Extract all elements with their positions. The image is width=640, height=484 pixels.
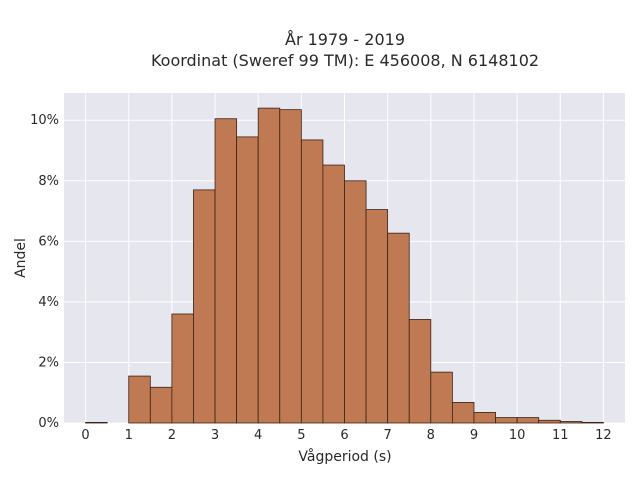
x-tick-label: 4 <box>254 428 262 443</box>
chart-title-line-2: Koordinat (Sweref 99 TM): E 456008, N 61… <box>151 51 539 70</box>
x-tick-label: 12 <box>595 428 612 443</box>
histogram-bar <box>473 412 496 424</box>
histogram-bar <box>365 209 389 424</box>
histogram-bar <box>149 386 173 424</box>
histogram-bar <box>193 189 216 424</box>
histogram-bar <box>495 417 518 424</box>
histogram-bar <box>451 402 475 424</box>
histogram-bar <box>236 136 259 424</box>
histogram-bar <box>430 371 453 424</box>
histogram-bar <box>538 419 561 424</box>
histogram-bar <box>257 107 281 424</box>
x-tick-label: 1 <box>125 428 133 443</box>
y-tick-label: 4% <box>38 295 59 310</box>
x-tick-label: 5 <box>297 428 305 443</box>
y-tick-label: 0% <box>38 416 59 431</box>
histogram-bar <box>581 421 604 424</box>
x-tick-label: 9 <box>470 428 478 443</box>
x-axis-label: Vågperiod (s) <box>298 448 391 465</box>
histogram-bar <box>300 139 324 424</box>
x-axis-ticks: 0 1 2 3 4 5 6 7 8 9 10 11 12 <box>81 428 611 443</box>
x-tick-label: 10 <box>509 428 526 443</box>
y-tick-label: 6% <box>38 234 59 249</box>
x-tick-label: 2 <box>168 428 176 443</box>
histogram-bar <box>516 417 540 424</box>
y-axis-ticks: 0% 2% 4% 6% 8% 10% <box>30 113 59 431</box>
y-tick-label: 2% <box>38 355 59 370</box>
histogram-bar <box>387 232 410 424</box>
histogram-bar <box>171 313 194 424</box>
x-tick-label: 7 <box>384 428 392 443</box>
histogram-bar <box>322 164 345 424</box>
histogram-bar <box>408 319 432 424</box>
bars <box>85 107 604 424</box>
x-tick-label: 0 <box>81 428 89 443</box>
x-tick-label: 3 <box>211 428 219 443</box>
x-tick-label: 11 <box>552 428 569 443</box>
x-tick-label: 6 <box>340 428 348 443</box>
histogram-bar <box>344 180 367 424</box>
chart-title-line-1: År 1979 - 2019 <box>285 30 405 49</box>
histogram-bar <box>214 118 238 424</box>
y-axis-label: Andel <box>13 238 29 278</box>
histogram-bar <box>128 375 151 424</box>
histogram-bar <box>559 421 583 424</box>
histogram-bar <box>85 421 108 424</box>
x-tick-label: 8 <box>427 428 435 443</box>
y-tick-label: 10% <box>30 113 59 128</box>
histogram-bar <box>279 109 302 424</box>
y-tick-label: 8% <box>38 174 59 189</box>
